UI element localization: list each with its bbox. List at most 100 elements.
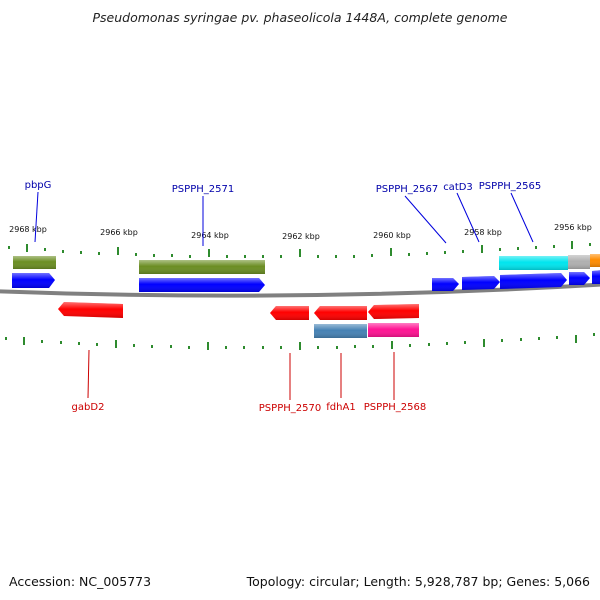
minor-tick bbox=[170, 345, 172, 348]
feature-block[interactable] bbox=[13, 256, 56, 269]
major-tick bbox=[117, 247, 119, 255]
minor-tick bbox=[538, 337, 540, 340]
gene-arrow-PSPPH_2567[interactable] bbox=[432, 278, 459, 291]
minor-tick bbox=[556, 336, 558, 339]
minor-tick bbox=[153, 254, 155, 257]
minor-tick bbox=[426, 252, 428, 255]
major-tick bbox=[390, 248, 392, 256]
genome-title: Pseudomonas syringae pv. phaseolicola 14… bbox=[92, 10, 508, 25]
minor-tick bbox=[353, 255, 355, 258]
minor-tick bbox=[262, 346, 264, 349]
minor-tick bbox=[499, 248, 501, 251]
minor-tick bbox=[5, 337, 7, 340]
minor-tick bbox=[589, 243, 591, 246]
minor-tick bbox=[593, 333, 595, 336]
feature-block[interactable] bbox=[368, 323, 419, 337]
minor-tick bbox=[446, 342, 448, 345]
gene-arrow-PSPPH_2571[interactable] bbox=[139, 278, 265, 292]
minor-tick bbox=[464, 341, 466, 344]
major-tick bbox=[26, 244, 28, 252]
label-leader-lines bbox=[34, 191, 534, 400]
gene-label-PSPPH_2571[interactable]: PSPPH_2571 bbox=[172, 184, 234, 195]
gene-label-PSPPH_2565[interactable]: PSPPH_2565 bbox=[479, 181, 541, 192]
minor-tick bbox=[98, 252, 100, 255]
minor-tick bbox=[96, 343, 98, 346]
tick-label-2956: 2956 kbp bbox=[554, 223, 592, 232]
reverse-strand-track bbox=[58, 302, 419, 320]
tick-label-2962: 2962 kbp bbox=[282, 232, 320, 241]
leader-line-gabD2 bbox=[87, 349, 90, 399]
minor-tick bbox=[336, 346, 338, 349]
minor-tick bbox=[8, 246, 10, 249]
inner-feature-track bbox=[314, 323, 419, 338]
major-tick bbox=[391, 341, 393, 349]
major-tick bbox=[208, 249, 210, 257]
minor-tick bbox=[135, 253, 137, 256]
tick-label-2964: 2964 kbp bbox=[191, 231, 229, 240]
gene-arrow-catD3[interactable] bbox=[462, 276, 500, 290]
minor-tick bbox=[225, 346, 227, 349]
minor-tick bbox=[244, 255, 246, 258]
minor-tick bbox=[317, 346, 319, 349]
gene-arrow-forward[interactable] bbox=[592, 270, 600, 284]
gene-label-PSPPH_2570[interactable]: PSPPH_2570 bbox=[259, 403, 321, 414]
gene-label-pbpG[interactable]: pbpG bbox=[25, 180, 52, 191]
minor-tick bbox=[151, 345, 153, 348]
major-tick bbox=[575, 335, 577, 343]
gene-arrow-PSPPH_2570[interactable] bbox=[270, 306, 309, 320]
minor-tick bbox=[409, 344, 411, 347]
gene-label-PSPPH_2567[interactable]: PSPPH_2567 bbox=[376, 184, 438, 195]
feature-block[interactable] bbox=[314, 324, 367, 338]
gene-label-catD3[interactable]: catD3 bbox=[443, 182, 473, 193]
gene-arrow-forward[interactable] bbox=[569, 272, 590, 285]
leader-line-catD3 bbox=[456, 192, 480, 243]
gene-label-PSPPH_2568[interactable]: PSPPH_2568 bbox=[364, 402, 426, 413]
minor-tick bbox=[408, 253, 410, 256]
gene-label-gabD2[interactable]: gabD2 bbox=[72, 402, 105, 413]
feature-block[interactable] bbox=[568, 255, 590, 269]
gene-arrow-PSPPH_2565[interactable] bbox=[500, 273, 567, 289]
minor-tick bbox=[62, 250, 64, 253]
minor-tick bbox=[535, 246, 537, 249]
feature-block[interactable] bbox=[590, 254, 600, 267]
major-tick bbox=[115, 340, 117, 348]
leader-line-PSPPH_2565 bbox=[510, 192, 534, 243]
minor-tick bbox=[189, 255, 191, 258]
major-tick bbox=[23, 337, 25, 345]
leader-line-PSPPH_2567 bbox=[404, 195, 447, 244]
forward-strand-track bbox=[12, 270, 600, 292]
feature-block[interactable] bbox=[139, 260, 265, 274]
minor-tick bbox=[44, 248, 46, 251]
major-tick bbox=[483, 339, 485, 347]
minor-tick bbox=[280, 346, 282, 349]
minor-tick bbox=[78, 342, 80, 345]
minor-tick bbox=[60, 341, 62, 344]
minor-tick bbox=[462, 250, 464, 253]
gene-arrow-fdhA1[interactable] bbox=[314, 306, 367, 320]
tick-labels: 2968 kbp 2966 kbp 2964 kbp 2962 kbp 2960… bbox=[9, 223, 592, 241]
minor-tick bbox=[354, 345, 356, 348]
tick-label-2958: 2958 kbp bbox=[464, 228, 502, 237]
minor-tick bbox=[428, 343, 430, 346]
outer-tick-ring bbox=[8, 241, 591, 258]
gene-arrow-PSPPH_2568[interactable] bbox=[368, 304, 419, 319]
minor-tick bbox=[243, 346, 245, 349]
minor-tick bbox=[317, 255, 319, 258]
minor-tick bbox=[280, 255, 282, 258]
tick-label-2960: 2960 kbp bbox=[373, 231, 411, 240]
major-tick bbox=[207, 342, 209, 350]
minor-tick bbox=[371, 254, 373, 257]
gene-arrow-pbpG[interactable] bbox=[12, 273, 55, 288]
minor-tick bbox=[372, 345, 374, 348]
outer-feature-track bbox=[13, 254, 600, 274]
minor-tick bbox=[80, 251, 82, 254]
minor-tick bbox=[335, 255, 337, 258]
gene-label-fdhA1[interactable]: fdhA1 bbox=[326, 402, 355, 413]
feature-block[interactable] bbox=[499, 256, 568, 270]
major-tick bbox=[299, 249, 301, 257]
gene-arrow-gabD2[interactable] bbox=[58, 302, 123, 318]
tick-label-2966: 2966 kbp bbox=[100, 228, 138, 237]
leader-line-pbpG bbox=[34, 191, 39, 243]
